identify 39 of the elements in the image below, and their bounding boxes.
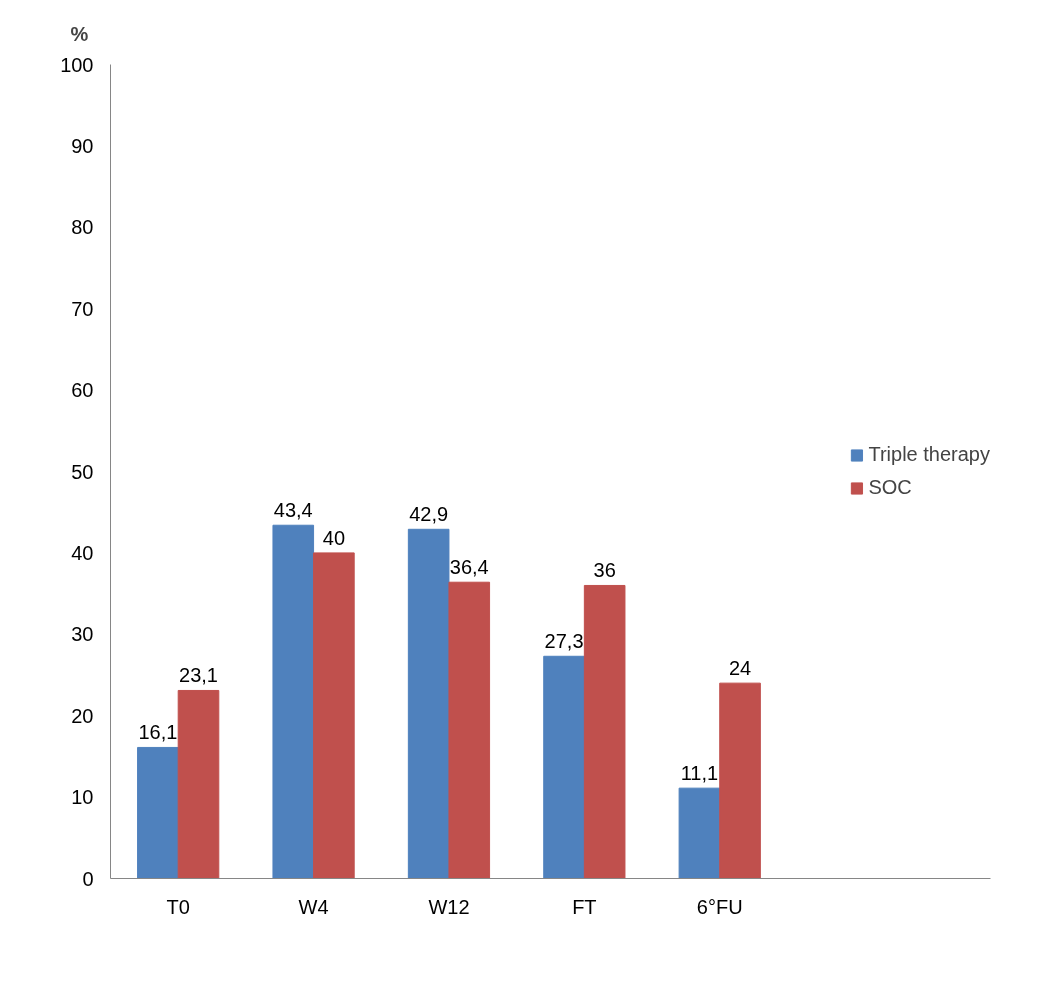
x-tick-label: W4 <box>298 895 329 918</box>
y-tick-label: 50 <box>71 460 94 483</box>
data-label: 11,1 <box>680 762 719 785</box>
y-tick-label: 80 <box>71 216 94 239</box>
bar <box>448 581 491 879</box>
data-label: 23,1 <box>179 664 218 687</box>
legend-label: SOC <box>868 476 912 499</box>
data-label: 24 <box>728 657 752 680</box>
x-tick-label: W12 <box>428 895 470 918</box>
legend-label: Triple therapy <box>868 443 990 466</box>
bar <box>719 682 761 879</box>
data-label: 42,9 <box>409 503 449 526</box>
data-label: 27,3 <box>544 630 584 653</box>
bar <box>583 584 626 879</box>
x-tick-label: 6°FU <box>696 895 743 918</box>
y-tick-label: 100 <box>60 53 94 76</box>
bar <box>177 689 220 879</box>
x-tick-label: FT <box>572 895 597 918</box>
data-label: 16,1 <box>138 721 178 744</box>
y-tick-label: 70 <box>71 297 94 320</box>
bar <box>313 552 355 879</box>
data-label: 43,4 <box>273 499 313 522</box>
y-tick-label: 90 <box>71 134 94 157</box>
y-tick-label: 60 <box>71 379 94 402</box>
bar <box>678 787 721 879</box>
data-label: 40 <box>322 526 346 549</box>
y-tick-label: 0 <box>82 867 94 890</box>
bar <box>407 528 450 879</box>
y-tick-label: 40 <box>71 541 94 564</box>
bar <box>272 524 315 879</box>
bar <box>137 746 179 879</box>
y-tick-label: 20 <box>71 704 94 727</box>
bar <box>543 655 585 879</box>
data-label: 36,4 <box>449 556 489 579</box>
y-tick-label: 30 <box>71 623 94 646</box>
y-tick-label: 10 <box>71 786 94 809</box>
x-tick-label: T0 <box>166 895 190 918</box>
y-axis-title: % <box>70 22 89 45</box>
data-label: 36 <box>593 559 616 582</box>
